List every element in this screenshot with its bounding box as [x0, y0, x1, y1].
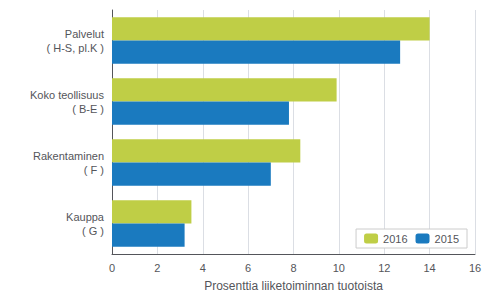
svg-text:8: 8	[290, 262, 296, 274]
svg-text:10: 10	[333, 262, 345, 274]
svg-text:Koko teollisuus: Koko teollisuus	[30, 89, 104, 101]
svg-text:12: 12	[378, 262, 390, 274]
svg-text:Palvelut: Palvelut	[65, 28, 104, 40]
svg-text:( H-S, pl.K ): ( H-S, pl.K )	[47, 42, 104, 54]
svg-text:( F ): ( F )	[84, 164, 104, 176]
svg-text:Prosenttia liiketoiminnan tuot: Prosenttia liiketoiminnan tuotoista	[204, 279, 383, 293]
svg-text:2: 2	[154, 262, 160, 274]
svg-text:16: 16	[469, 262, 481, 274]
svg-text:4: 4	[200, 262, 206, 274]
svg-text:14: 14	[424, 262, 436, 274]
svg-text:Rakentaminen: Rakentaminen	[33, 150, 104, 162]
svg-text:6: 6	[245, 262, 251, 274]
svg-text:0: 0	[109, 262, 115, 274]
svg-text:( B-E ): ( B-E )	[72, 103, 104, 115]
svg-text:Kauppa: Kauppa	[66, 211, 105, 223]
svg-text:2016: 2016	[383, 233, 407, 245]
svg-text:2015: 2015	[435, 233, 459, 245]
svg-text:( G ): ( G )	[82, 225, 104, 237]
